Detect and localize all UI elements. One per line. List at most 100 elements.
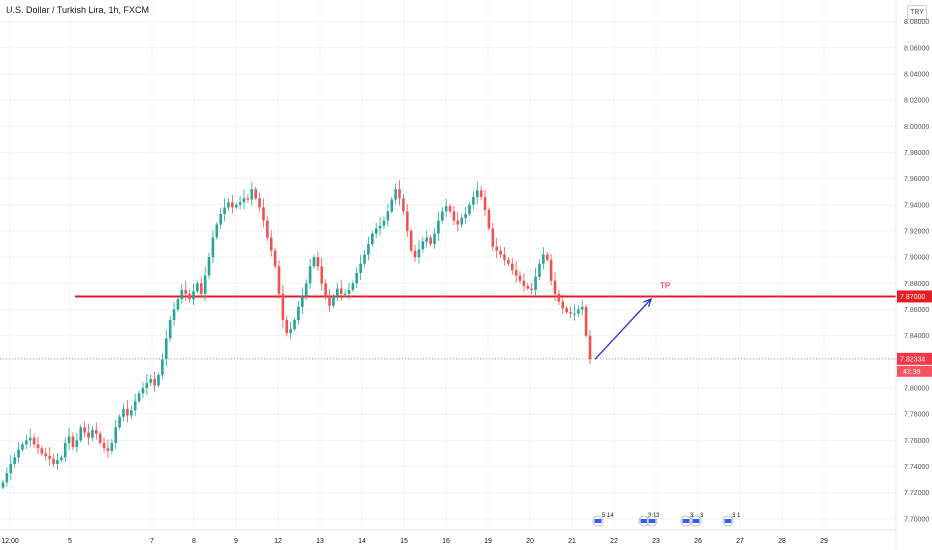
candle-body <box>394 189 397 200</box>
event-count-label: 3 1 <box>732 513 741 519</box>
candle-body <box>417 249 421 258</box>
price-tick-label: 8.04000 <box>904 71 929 78</box>
candle-body <box>94 429 98 434</box>
annotations: TP <box>594 281 670 360</box>
candle-body <box>557 293 561 302</box>
candle-body <box>52 458 55 464</box>
candle-body <box>273 250 277 267</box>
candle-body <box>468 204 471 214</box>
candle-body <box>308 266 312 284</box>
event-flag-icon-stripe <box>648 519 656 523</box>
price-tick-label: 7.94000 <box>904 202 929 209</box>
event-flag-icon-stripe <box>724 519 732 523</box>
candle-body <box>114 427 118 444</box>
candle-body <box>561 301 565 309</box>
candle-body <box>343 293 347 295</box>
candle-body <box>472 196 475 205</box>
candle-body <box>75 440 79 447</box>
tp-annotation: TP <box>660 281 670 290</box>
time-tick-label: 26 <box>694 538 702 545</box>
current-price-label: 7.82334 <box>900 356 925 363</box>
time-tick-label: 23 <box>652 538 660 545</box>
candle-body <box>141 388 145 394</box>
candle-body <box>332 296 335 306</box>
price-tick-label: 7.70000 <box>904 516 929 523</box>
candle-body <box>507 259 510 264</box>
candle-body <box>203 275 207 294</box>
candle-body <box>219 214 222 225</box>
candle-body <box>28 437 32 441</box>
currency-badge[interactable]: TRY <box>907 5 927 20</box>
candle-body <box>565 308 568 313</box>
candle-body <box>549 259 553 281</box>
candle-body <box>526 285 530 289</box>
candle-body <box>398 189 401 199</box>
candles <box>1 180 592 490</box>
candle-body <box>289 329 292 334</box>
candle-body <box>184 289 188 294</box>
countdown-label: 42:39 <box>903 369 921 376</box>
candle-body <box>110 443 114 451</box>
candle-body <box>475 190 479 197</box>
candle-body <box>495 246 499 251</box>
candle-body <box>192 291 195 300</box>
candle-body <box>36 444 40 449</box>
candle-body <box>262 207 265 221</box>
candle-body <box>242 198 246 203</box>
candle-body <box>573 313 576 315</box>
candle-body <box>518 275 522 281</box>
event-count-label: 3 <box>656 513 660 519</box>
candle-body <box>281 293 285 320</box>
candle-body <box>297 306 300 320</box>
candle-body <box>514 270 518 276</box>
candle-body <box>215 224 219 238</box>
candle-body <box>63 443 67 458</box>
time-tick-label: 7 <box>150 538 154 545</box>
candle-body <box>425 237 429 242</box>
event-count-label: 5 14 <box>602 513 614 519</box>
candle-body <box>510 263 514 271</box>
candle-body <box>269 237 273 251</box>
price-tick-label: 7.76000 <box>904 438 929 445</box>
candle-body <box>503 254 506 260</box>
candle-body <box>164 338 168 360</box>
price-line: 7.87000 7.82334 42:39 <box>0 290 932 377</box>
candle-body <box>13 457 16 464</box>
candle-body <box>83 427 86 433</box>
time-tick-label: 20 <box>526 538 534 545</box>
candle-body <box>188 293 191 300</box>
candle-body <box>223 207 226 214</box>
price-tick-label: 7.74000 <box>904 464 929 471</box>
candle-body <box>386 211 390 221</box>
time-tick-label: 14 <box>358 538 366 545</box>
candle-body <box>437 220 440 234</box>
candle-body <box>530 288 533 290</box>
time-axis: 12:00 5 7 8 9 12 13 14 15 16 19 20 21 22 23 26 27 28 29 <box>0 529 896 545</box>
price-axis: 8.08000 8.06000 8.04000 8.02000 8.00000 7.980… <box>895 0 929 550</box>
candle-body <box>277 266 281 294</box>
price-tick-label: 7.88000 <box>904 281 929 288</box>
candle-body <box>250 189 254 200</box>
candle-body <box>522 280 526 286</box>
candle-body <box>409 231 413 251</box>
price-tick-label: 7.90000 <box>904 255 929 262</box>
candle-body <box>328 296 331 306</box>
candle-body <box>483 196 487 211</box>
candle-body <box>71 436 75 447</box>
candle-body <box>374 228 378 234</box>
candle-body <box>382 220 386 226</box>
candle-body <box>133 401 137 411</box>
candle-body <box>79 427 83 441</box>
time-tick-label: 12 <box>274 538 282 545</box>
event-count-label: 3 <box>700 513 704 519</box>
event-count-label: 3 <box>690 513 694 519</box>
candle-body <box>102 443 106 449</box>
candle-body <box>336 288 339 297</box>
candle-body <box>67 436 71 444</box>
candle-body <box>456 220 460 225</box>
candle-body <box>553 280 557 294</box>
candle-body <box>367 244 370 255</box>
candle-body <box>444 206 448 212</box>
time-tick-label: 29 <box>820 538 828 545</box>
